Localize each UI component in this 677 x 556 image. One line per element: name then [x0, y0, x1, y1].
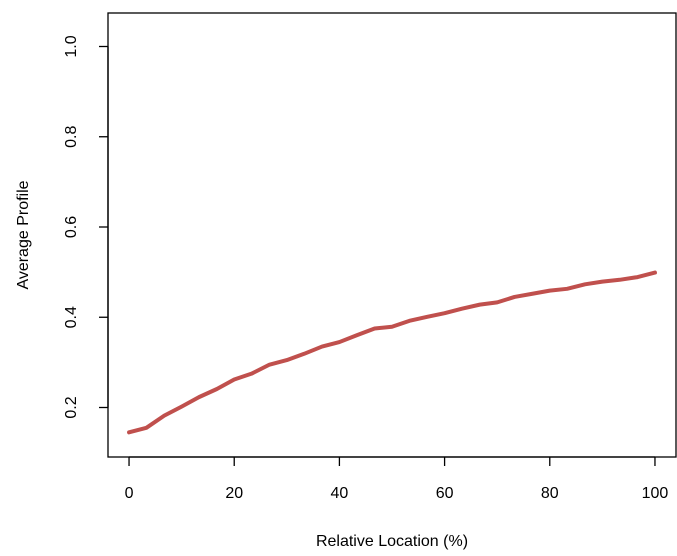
series-layer [127, 270, 657, 435]
x-tick-label: 0 [125, 485, 134, 502]
x-tick-label: 20 [225, 485, 243, 502]
y-axis-title: Average Profile [15, 180, 32, 289]
x-tick-label: 60 [436, 485, 454, 502]
x-tick-label: 100 [642, 485, 669, 502]
x-tick-label: 80 [541, 485, 559, 502]
x-axis: 0 20 40 60 80 100 [125, 456, 669, 502]
x-axis-title: Relative Location (%) [316, 533, 468, 550]
x-tick-label: 40 [331, 485, 349, 502]
y-tick-label: 0.6 [63, 216, 80, 238]
y-axis: 0.2 0.4 0.6 0.8 1.0 [63, 35, 109, 419]
y-tick-label: 0.8 [63, 126, 80, 148]
y-tick-label: 0.2 [63, 396, 80, 418]
series-line [127, 270, 657, 435]
y-tick-label: 1.0 [63, 35, 80, 57]
y-tick-label: 0.4 [63, 306, 80, 328]
